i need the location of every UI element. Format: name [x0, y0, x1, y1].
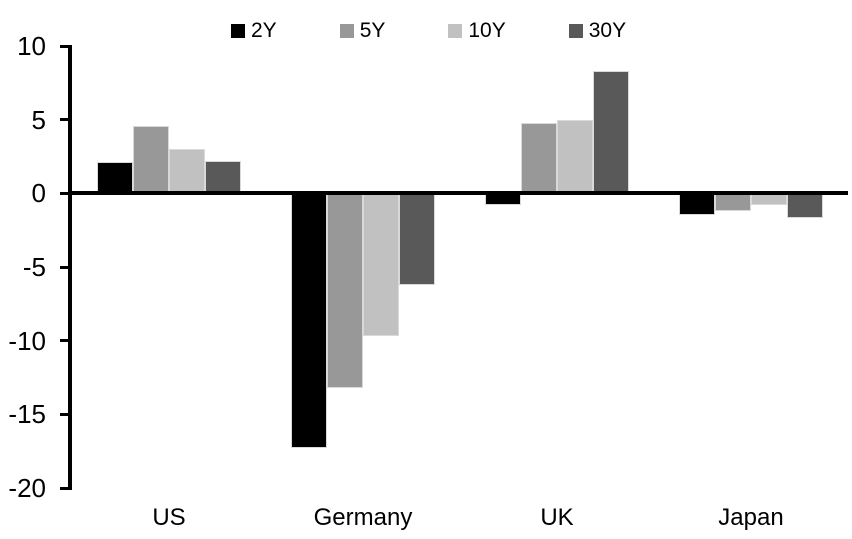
x-category-label-japan: Japan: [718, 504, 784, 531]
bar-japan-5y: [715, 193, 751, 211]
legend-item-30y: 30Y: [568, 19, 627, 42]
bar-uk-30y: [593, 71, 629, 194]
bar-germany-10y: [363, 193, 399, 337]
y-tick-label-0: 0: [31, 178, 46, 209]
y-tick-label-10: 10: [17, 31, 46, 61]
y-tick--10: [60, 339, 72, 343]
y-tick-label--15: -15: [8, 399, 46, 430]
x-category-label-uk: UK: [540, 504, 574, 531]
legend-swatch-2y: [231, 23, 245, 38]
legend-item-2y: 2Y: [231, 20, 277, 41]
y-tick-label--20: -20: [8, 473, 46, 503]
legend-swatch-10y: [448, 23, 463, 38]
bar-us-10y: [169, 149, 205, 194]
x-category-label-us: US: [152, 504, 186, 531]
y-tick--5: [60, 265, 72, 269]
bar-uk-5y: [521, 122, 557, 194]
y-tick-label--10: -10: [8, 325, 46, 356]
bar-germany-5y: [327, 193, 363, 388]
legend-label-10y: 10Y: [468, 19, 506, 42]
bar-us-2y: [97, 162, 133, 194]
y-tick-10: [60, 44, 72, 48]
y-tick--15: [60, 412, 72, 416]
x-category-label-germany: Germany: [313, 504, 413, 531]
bar-us-5y: [133, 125, 169, 194]
bar-germany-30y: [399, 193, 435, 285]
bar-japan-30y: [787, 193, 823, 219]
y-tick-label--5: -5: [22, 252, 46, 282]
legend: 2Y 5Y 10Y 30Y: [231, 20, 626, 41]
y-tick-0: [60, 191, 72, 195]
legend-item-5y: 5Y: [339, 19, 386, 42]
bar-germany-2y: [291, 193, 327, 449]
bar-japan-2y: [679, 193, 715, 216]
legend-label-30y: 30Y: [588, 19, 627, 42]
y-tick--20: [60, 486, 72, 490]
bar-us-30y: [205, 160, 241, 194]
y-tick-5: [60, 118, 72, 122]
y-tick-label-5: 5: [31, 104, 46, 135]
zero-line: [68, 191, 848, 196]
legend-swatch-30y: [568, 23, 583, 38]
legend-item-10y: 10Y: [448, 19, 506, 42]
legend-label-5y: 5Y: [359, 19, 386, 42]
legend-label-2y: 2Y: [251, 19, 277, 42]
bar-uk-10y: [557, 119, 593, 194]
legend-swatch-5y: [339, 23, 354, 38]
